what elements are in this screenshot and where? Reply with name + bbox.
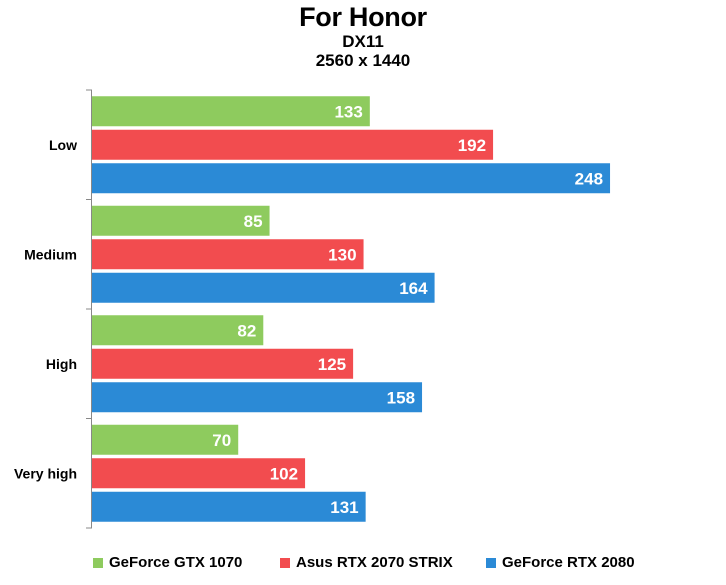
bar-geforce-gtx-1070-high xyxy=(92,315,264,346)
data-label-asus-rtx-2070-strix-low: 192 xyxy=(458,136,486,155)
data-label-asus-rtx-2070-strix-high: 125 xyxy=(318,355,346,374)
data-label-geforce-gtx-1070-very-high: 70 xyxy=(212,431,231,450)
data-label-asus-rtx-2070-strix-medium: 130 xyxy=(328,245,356,264)
category-label-high: High xyxy=(46,356,77,372)
bar-asus-rtx-2070-strix-low xyxy=(92,129,494,160)
bar-asus-rtx-2070-strix-medium xyxy=(92,239,364,270)
bar-geforce-rtx-2080-high xyxy=(92,382,423,413)
bar-asus-rtx-2070-strix-high xyxy=(92,348,354,379)
data-label-geforce-rtx-2080-very-high: 131 xyxy=(330,498,358,517)
bar-geforce-gtx-1070-medium xyxy=(92,205,270,236)
category-label-low: Low xyxy=(49,137,77,153)
data-label-geforce-gtx-1070-low: 133 xyxy=(334,102,362,121)
legend-label-gtx-1070: GeForce GTX 1070 xyxy=(109,554,243,571)
data-label-geforce-gtx-1070-high: 82 xyxy=(237,321,256,340)
category-label-medium: Medium xyxy=(24,246,77,262)
legend-item-rtx-2080: GeForce RTX 2080 xyxy=(486,554,635,571)
chart-subtitle-api: DX11 xyxy=(342,32,384,51)
chart-subtitle-resolution: 2560 x 1440 xyxy=(315,51,411,70)
data-label-geforce-gtx-1070-medium: 85 xyxy=(244,212,263,231)
data-label-geforce-rtx-2080-high: 158 xyxy=(387,388,415,407)
data-label-geforce-rtx-2080-low: 248 xyxy=(575,169,603,188)
bar-geforce-gtx-1070-very-high xyxy=(92,424,239,455)
data-label-asus-rtx-2070-strix-very-high: 102 xyxy=(270,464,298,483)
legend-item-gtx-1070: GeForce GTX 1070 xyxy=(93,554,242,571)
bar-geforce-rtx-2080-very-high xyxy=(92,491,366,522)
legend-label-rtx-2070-strix: Asus RTX 2070 STRIX xyxy=(296,554,453,571)
chart-title: For Honor xyxy=(299,2,427,32)
legend-swatch-gtx-1070 xyxy=(93,557,103,568)
legend-swatch-rtx-2080 xyxy=(486,557,496,568)
legend-label-rtx-2080: GeForce RTX 2080 xyxy=(502,554,635,571)
chart-title-block: For Honor DX11 2560 x 1440 xyxy=(0,2,726,70)
legend-item-rtx-2070-strix: Asus RTX 2070 STRIX xyxy=(280,554,453,571)
bar-geforce-rtx-2080-low xyxy=(92,163,611,194)
bar-geforce-gtx-1070-low xyxy=(92,96,370,127)
bar-geforce-rtx-2080-medium xyxy=(92,272,435,303)
bar-asus-rtx-2070-strix-very-high xyxy=(92,458,306,489)
data-label-geforce-rtx-2080-medium: 164 xyxy=(399,279,428,298)
legend: GeForce GTX 1070 Asus RTX 2070 STRIX GeF… xyxy=(0,554,726,576)
legend-swatch-rtx-2070-strix xyxy=(280,557,290,568)
category-label-very-high: Very high xyxy=(14,465,77,481)
